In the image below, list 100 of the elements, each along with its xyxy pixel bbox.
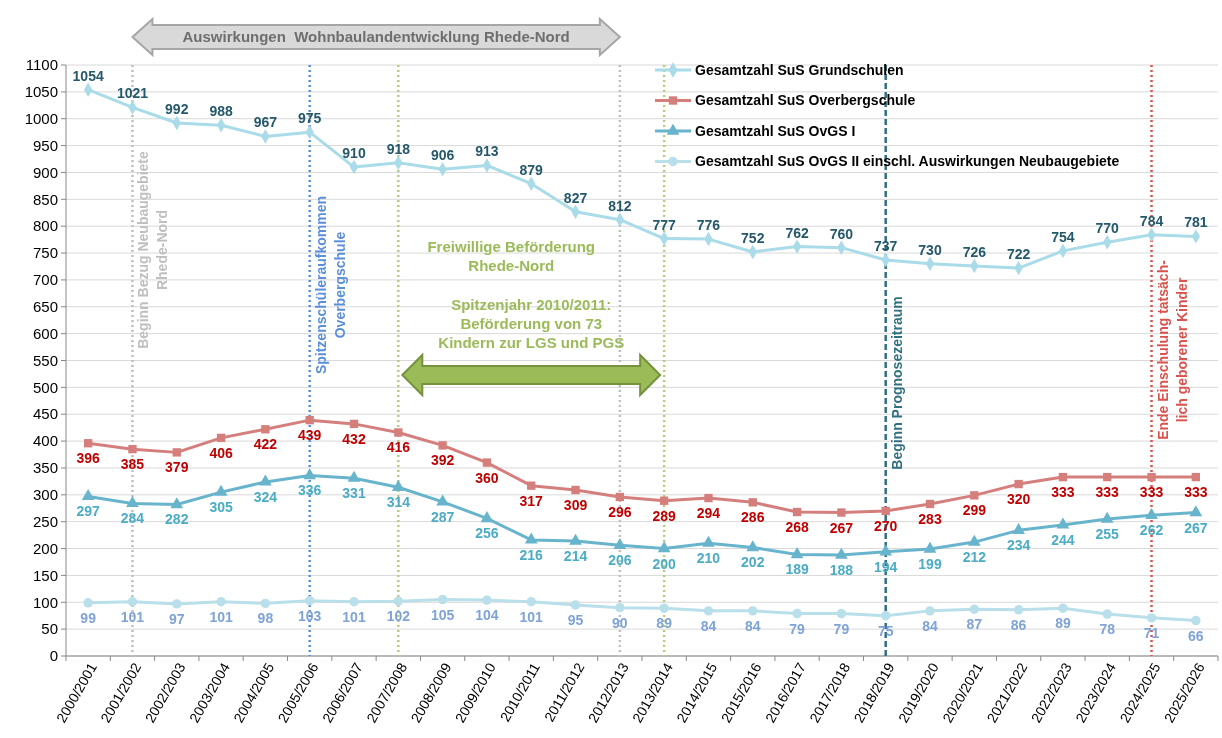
data-label: 726 [962, 243, 987, 260]
y-tick-label: 300 [32, 486, 58, 504]
point [659, 496, 669, 505]
point [1145, 507, 1158, 519]
point [570, 600, 581, 610]
point [81, 489, 95, 501]
data-label: 255 [1095, 526, 1120, 542]
data-label: 101 [519, 608, 544, 625]
point [704, 493, 713, 503]
legend-label: Gesamtzahl SuS Overbergschule [695, 92, 916, 109]
point [526, 597, 536, 607]
data-label: 396 [76, 450, 101, 467]
y-tick-label: 950 [32, 136, 58, 154]
y-tick-label: 900 [32, 163, 58, 181]
data-label: 101 [120, 608, 145, 625]
point [571, 485, 580, 495]
point [261, 425, 270, 434]
data-label: 78 [1099, 621, 1116, 638]
point [214, 484, 228, 496]
data-label: 216 [519, 546, 544, 563]
point [349, 419, 359, 429]
point [438, 441, 447, 450]
point [748, 498, 757, 507]
point [790, 547, 804, 559]
data-label: 284 [120, 510, 145, 527]
point [1100, 511, 1114, 523]
data-label: 99 [80, 609, 97, 626]
data-label: 333 [1139, 484, 1164, 501]
data-label: 336 [298, 482, 322, 499]
data-label: 296 [608, 503, 632, 520]
y-tick-label: 50 [41, 620, 58, 638]
y-tick-label: 250 [32, 512, 58, 530]
data-label: 189 [785, 561, 809, 578]
data-label: 754 [1051, 228, 1075, 245]
data-label: 777 [652, 216, 677, 233]
data-label: 297 [76, 503, 101, 520]
point [1191, 472, 1201, 482]
point [967, 534, 981, 546]
point [259, 474, 272, 486]
data-label: 320 [1006, 491, 1031, 508]
data-label: 906 [430, 147, 455, 164]
point [925, 499, 935, 509]
data-label: 87 [966, 616, 983, 633]
data-label: 992 [165, 101, 189, 118]
data-label: 784 [1139, 212, 1164, 229]
data-label: 406 [209, 444, 233, 461]
data-label: 101 [209, 608, 233, 625]
data-label: 392 [430, 452, 455, 469]
y-tick-label: 1050 [24, 83, 58, 101]
point [748, 606, 758, 616]
y-tick-label: 850 [32, 190, 58, 208]
data-label: 1021 [116, 85, 149, 102]
point [569, 533, 582, 545]
annotation: Spitzenjahr 2010/2011: Beförderung von 73 Kindern zur LGS und PGS [438, 296, 625, 351]
data-label: 913 [475, 143, 499, 160]
annotation: Freiwillige Beförderung Rhede-Nord [427, 238, 595, 274]
legend-label: Gesamtzahl SuS OvGS II einschl. Auswirkungen Neubaugebiete [695, 153, 1120, 170]
point [216, 433, 226, 443]
point [83, 439, 93, 448]
data-label: 294 [696, 505, 721, 522]
data-label: 827 [563, 189, 588, 206]
point [482, 458, 492, 467]
data-label: 299 [962, 502, 987, 519]
data-label: 432 [342, 430, 366, 447]
data-label: 722 [1006, 246, 1031, 263]
data-label: 262 [1139, 522, 1164, 539]
point [1014, 479, 1023, 489]
data-label: 762 [785, 224, 809, 241]
data-label: 812 [608, 197, 632, 214]
data-label: 95 [567, 611, 584, 628]
data-label: 918 [386, 140, 411, 157]
point [480, 511, 494, 523]
point [1056, 517, 1070, 529]
point [837, 508, 846, 517]
y-tick-label: 450 [32, 405, 58, 423]
data-label: 333 [1184, 484, 1208, 501]
y-tick-label: 500 [32, 378, 58, 396]
data-label: 770 [1095, 220, 1120, 237]
point [702, 535, 715, 547]
data-label: 97 [168, 610, 185, 627]
y-tick-label: 600 [32, 324, 58, 342]
point [613, 537, 627, 549]
data-label: 309 [563, 496, 588, 513]
y-tick-label: 150 [32, 566, 58, 584]
data-label: 333 [1095, 484, 1120, 501]
point [527, 481, 536, 490]
data-label: 439 [298, 427, 322, 444]
y-tick-label: 700 [32, 271, 58, 289]
point [923, 541, 937, 553]
point [703, 606, 714, 616]
data-label: 199 [918, 556, 942, 573]
data-label: 305 [209, 499, 233, 516]
data-label: 967 [253, 114, 278, 131]
point [303, 468, 317, 480]
data-label: 200 [652, 555, 677, 572]
legend-label: Gesamtzahl SuS OvGS I [695, 122, 856, 139]
point [524, 532, 538, 544]
data-label: 98 [257, 610, 274, 627]
point [746, 540, 760, 552]
point [437, 594, 448, 605]
